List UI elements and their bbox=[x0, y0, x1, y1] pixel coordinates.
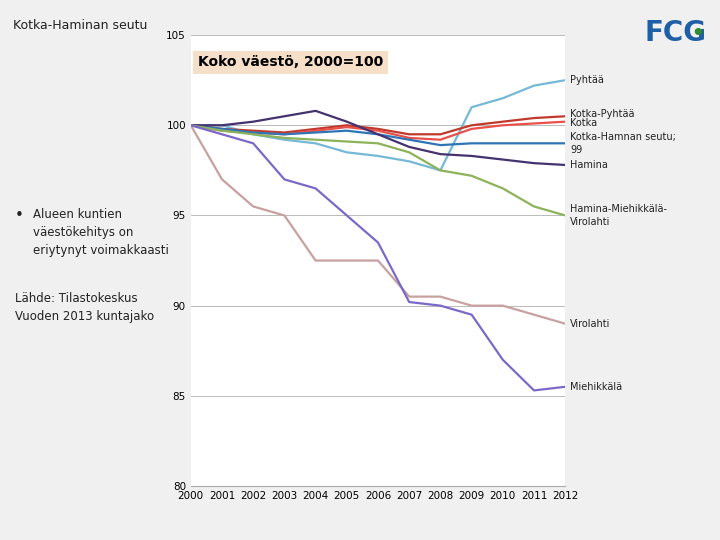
Text: Alueen kuntien
väestökehitys on
eriytynyt voimakkaasti: Alueen kuntien väestökehitys on eriytyny… bbox=[33, 208, 169, 257]
Text: •: • bbox=[690, 22, 704, 45]
Text: Kotka-Hamnan seutu;
99: Kotka-Hamnan seutu; 99 bbox=[570, 132, 676, 154]
Text: Kotka: Kotka bbox=[570, 118, 598, 127]
Text: Hamina-Miehikkälä-
Virolahti: Hamina-Miehikkälä- Virolahti bbox=[570, 204, 667, 227]
Text: Pyhtää: Pyhtää bbox=[570, 75, 604, 85]
Text: Koko väestö, 2000=100: Koko väestö, 2000=100 bbox=[198, 56, 384, 70]
Text: FCG: FCG bbox=[644, 19, 706, 47]
Text: Miehikkälä: Miehikkälä bbox=[570, 382, 622, 392]
Text: Virolahti: Virolahti bbox=[570, 319, 611, 329]
Text: Kotka-Haminan seutu: Kotka-Haminan seutu bbox=[13, 19, 147, 32]
Text: Kotka-Pyhtää: Kotka-Pyhtää bbox=[570, 110, 635, 119]
Text: •: • bbox=[14, 208, 24, 223]
Text: Hamina: Hamina bbox=[570, 160, 608, 170]
Text: Lähde: Tilastokeskus
Vuoden 2013 kuntajako: Lähde: Tilastokeskus Vuoden 2013 kuntaja… bbox=[14, 292, 154, 322]
